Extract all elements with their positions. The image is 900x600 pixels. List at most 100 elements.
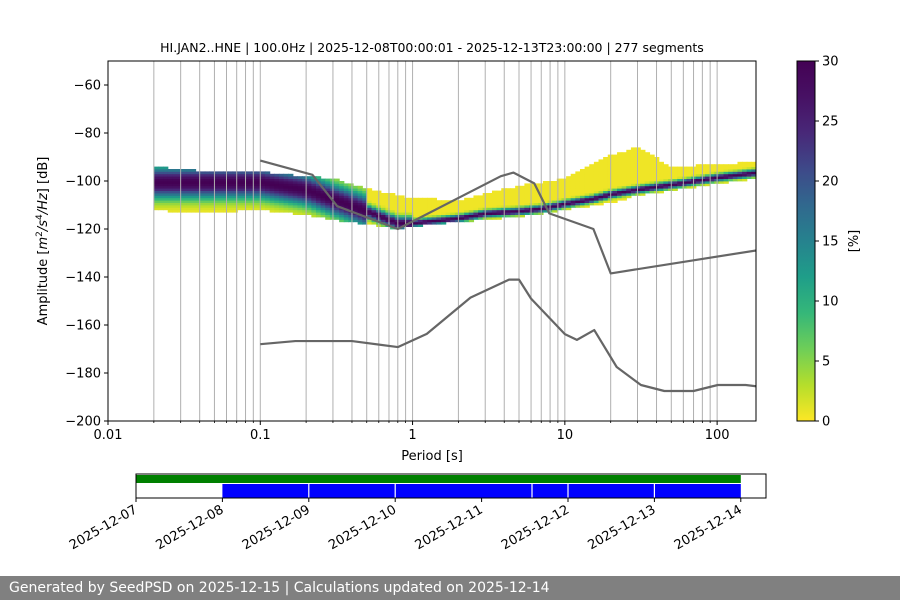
heatmap-cell [385,217,391,220]
heatmap-cell [635,169,641,172]
heatmap-cell [269,197,275,201]
heatmap-cell [380,214,387,218]
heatmap-cell [343,188,349,191]
heatmap-cell [366,219,373,223]
heatmap-cell [288,205,294,208]
heatmap-cell [366,200,373,203]
heatmap-cell [464,214,470,218]
heatmap-cell [542,185,549,189]
heatmap-cell [204,185,211,189]
heatmap-cell [163,166,169,170]
heatmap-cell [529,205,535,208]
heatmap-cell [746,161,752,165]
heatmap-cell [353,214,359,218]
heatmap-cell [306,188,312,191]
heatmap-cell [593,178,600,182]
heatmap-cell [278,200,285,203]
heatmap-cell [177,193,183,196]
y-tick-label: −100 [65,175,101,190]
heatmap-cell [603,176,609,179]
heatmap-cell [612,195,618,199]
heatmap-cell [218,183,224,187]
heatmap-cell [464,217,470,220]
heatmap-cell [579,185,586,189]
heatmap-cell [635,193,641,196]
heatmap-cell [200,188,206,191]
heatmap-cell [339,200,345,203]
heatmap-cell [603,183,609,187]
heatmap-cell [334,178,340,182]
heatmap-cell [723,173,729,177]
heatmap-cell [190,205,197,208]
heatmap-cell [274,197,280,201]
heatmap-cell [292,181,299,184]
heatmap-cell [441,214,447,218]
heatmap-cell [505,212,512,215]
heatmap-cell [617,157,623,160]
heatmap-cell [464,207,470,211]
heatmap-cell [241,200,248,203]
heatmap-cell [603,181,609,184]
heatmap-cell [464,212,470,215]
heatmap-cell [584,202,590,206]
heatmap-cell [510,205,516,208]
colorbar-label: [%] [847,230,862,253]
heatmap-cell [390,214,396,218]
heatmap-cell [315,190,322,194]
heatmap-cell [579,173,586,177]
heatmap-cell [598,197,604,201]
heatmap-cell [348,205,354,208]
heatmap-cell [644,188,651,191]
heatmap-cell [200,209,206,213]
heatmap-cell [635,164,641,167]
heatmap-cell [491,190,498,194]
heatmap-cell [200,173,206,177]
heatmap-cell [431,202,437,206]
heatmap-cell [570,173,576,177]
heatmap-cell [640,149,646,153]
heatmap-cell [246,195,252,199]
heatmap-cell [621,166,627,170]
heatmap-cell [468,212,475,215]
heatmap-cell [167,173,173,177]
y-label-part: Amplitude [ [36,250,51,326]
heatmap-cell [232,209,238,213]
heatmap-cell [630,190,637,194]
heatmap-cell [177,188,183,191]
heatmap-cell [742,161,748,165]
heatmap-cell [640,161,646,165]
heatmap-cell [556,193,563,196]
heatmap-cell [195,181,201,184]
heatmap-cell [209,178,215,182]
heatmap-cell [385,200,391,203]
heatmap-cell [362,209,368,213]
heatmap-cell [552,188,558,191]
heatmap-cell [292,183,299,187]
heatmap-cell [635,161,641,165]
heatmap-cell [575,181,581,184]
heatmap-cell [621,181,627,184]
heatmap-cell [468,205,475,208]
heatmap-cell [343,202,349,206]
heatmap-cell [552,193,558,196]
heatmap-cell [579,178,586,182]
heatmap-cell [635,157,641,160]
heatmap-cell [153,205,160,208]
heatmap-cell [348,183,354,187]
x-tick-label: 0.01 [94,428,123,443]
heatmap-cell [232,173,238,177]
heatmap-cell [186,209,192,213]
heatmap-cell [195,209,201,213]
heatmap-cell [454,209,461,213]
heatmap-cell [746,173,752,177]
heatmap-cell [700,178,706,182]
heatmap-cell [431,221,437,225]
heatmap-cell [589,171,595,175]
heatmap-cell [737,171,743,175]
heatmap-cell [626,159,632,163]
heatmap-cell [575,183,581,187]
heatmap-cell [413,214,419,218]
heatmap-cell [556,188,563,191]
heatmap-cell [306,200,312,203]
heatmap-cell [635,152,641,155]
